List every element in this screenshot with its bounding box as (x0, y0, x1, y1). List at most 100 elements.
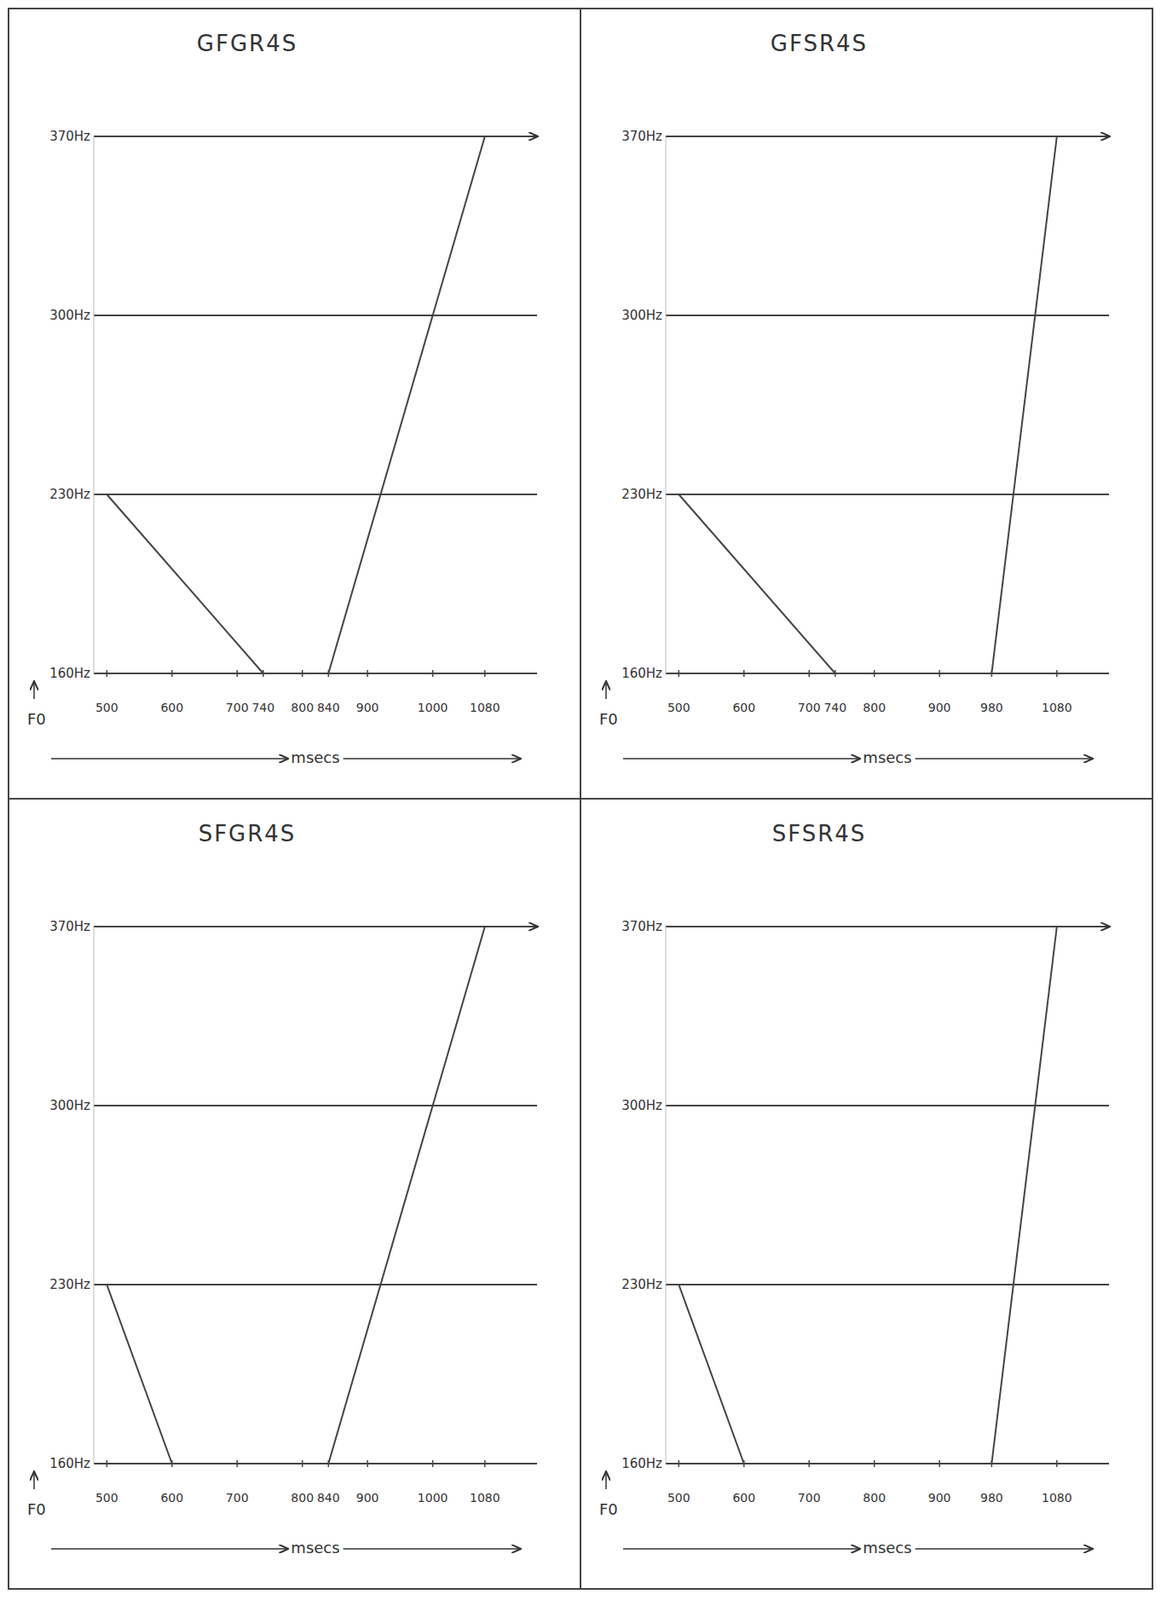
panel: GFGR4S160Hz230Hz300Hz370Hz50060070074080… (27, 30, 538, 767)
x-tick (366, 670, 369, 677)
f0-contour (328, 926, 486, 1464)
y-axis-line (665, 926, 667, 1464)
grid-line (665, 314, 1110, 317)
x-tick-label: 500 (95, 1490, 119, 1505)
y-tick-label: 300Hz (49, 307, 91, 324)
x-tick (678, 1460, 681, 1468)
x-axis-title: msecs (290, 1538, 340, 1557)
data-group (106, 926, 486, 1464)
x-tick (171, 670, 174, 677)
xlabel-arrow (915, 1548, 1092, 1550)
grid-line (665, 1104, 1110, 1107)
y-axis-line (665, 136, 667, 674)
x-tick-label: 700 (225, 1490, 249, 1505)
x-tick-label: 740 (251, 700, 275, 715)
grid-line (93, 493, 538, 496)
x-tick-label: 800 (290, 700, 314, 715)
x-tick-label: 600 (732, 700, 756, 715)
x-tick-label: 900 (928, 1490, 952, 1505)
ylabel-arrow (33, 1472, 35, 1490)
x-tick (301, 1460, 304, 1468)
panel-title: GFSR4S (770, 30, 868, 57)
x-tick (236, 1460, 238, 1468)
x-tick (678, 670, 681, 677)
x-tick-label: 600 (160, 1490, 184, 1505)
x-tick (938, 1460, 941, 1468)
y-axis-title: F0 (27, 710, 47, 728)
x-tick (1056, 670, 1058, 677)
x-axis-title: msecs (290, 748, 340, 767)
panel: GFSR4S160Hz230Hz300Hz370Hz50060070074080… (599, 30, 1110, 767)
y-axis-line (93, 136, 95, 674)
data-group (678, 136, 1058, 674)
x-tick-label: 800 (290, 1490, 314, 1505)
y-tick-label: 230Hz (49, 486, 91, 503)
x-axis-line (93, 1462, 538, 1465)
grid-line (665, 1283, 1110, 1286)
grid-line (93, 672, 538, 675)
y-tick-label: 300Hz (621, 1097, 663, 1114)
page: GFGR4S160Hz230Hz300Hz370Hz50060070074080… (0, 0, 1161, 1600)
x-tick-label: 1000 (417, 700, 449, 715)
x-tick-label: 700 (797, 1490, 821, 1505)
y-tick-label: 370Hz (621, 918, 663, 935)
y-tick-label: 370Hz (49, 918, 91, 935)
ylabel-arrow (605, 1472, 607, 1490)
x-tick-label: 980 (980, 700, 1004, 715)
grid-line (665, 493, 1110, 496)
panel-divider (8, 797, 1153, 800)
ylabel-arrow (33, 681, 35, 699)
grid-line (665, 1462, 1110, 1465)
y-tick-label: 370Hz (621, 128, 663, 145)
grid-line (93, 1283, 538, 1286)
x-axis-line (93, 672, 538, 675)
x-tick-label: 1080 (1041, 1490, 1073, 1505)
f0-contour (106, 1284, 172, 1464)
xlabel-arrow (623, 757, 860, 760)
panel: SFGR4S160Hz230Hz300Hz370Hz50060070080084… (27, 820, 538, 1557)
y-tick-label: 300Hz (621, 307, 663, 324)
x-tick-label: 500 (667, 1490, 691, 1505)
grid-line (665, 672, 1110, 675)
y-tick-label: 300Hz (49, 1097, 91, 1114)
xlabel-arrow (343, 1548, 520, 1550)
grid-line (93, 925, 538, 928)
y-axis-title: F0 (599, 1500, 619, 1519)
y-tick-label: 370Hz (49, 128, 91, 145)
xlabel-arrow (915, 757, 1092, 760)
panel-title: SFSR4S (772, 820, 867, 847)
x-axis-line (665, 672, 1110, 675)
x-tick (873, 1460, 876, 1468)
x-tick (484, 1460, 486, 1468)
x-tick (301, 670, 304, 677)
y-tick-label: 160Hz (49, 1455, 91, 1472)
x-tick-label: 980 (980, 1490, 1004, 1505)
y-axis-title: F0 (27, 1500, 47, 1519)
x-tick (432, 1460, 434, 1468)
x-tick (808, 1460, 810, 1468)
x-tick-label: 900 (928, 700, 952, 715)
x-tick-label: 740 (823, 700, 847, 715)
panel: SFSR4S160Hz230Hz300Hz370Hz50060070080090… (599, 820, 1110, 1557)
x-axis-title: msecs (862, 1538, 912, 1557)
f0-contour (991, 136, 1057, 674)
x-tick-label: 800 (862, 700, 886, 715)
x-tick-label: 840 (317, 700, 341, 715)
x-tick-label: 800 (862, 1490, 886, 1505)
f0-contour (106, 494, 264, 674)
x-tick-label: 500 (667, 700, 691, 715)
xlabel-arrow (51, 757, 288, 760)
x-tick (236, 670, 238, 677)
x-tick-label: 600 (160, 700, 184, 715)
panel-title: SFGR4S (198, 820, 297, 847)
x-tick-label: 700 (225, 700, 249, 715)
grid-line (93, 135, 538, 138)
f0-contour (991, 926, 1057, 1464)
x-tick (484, 670, 486, 677)
x-axis-line (665, 1462, 1110, 1465)
x-tick (106, 1460, 109, 1468)
xlabel-arrow (623, 1548, 860, 1550)
y-tick-label: 230Hz (49, 1276, 91, 1293)
x-tick (432, 670, 434, 677)
y-axis-line (93, 926, 95, 1464)
